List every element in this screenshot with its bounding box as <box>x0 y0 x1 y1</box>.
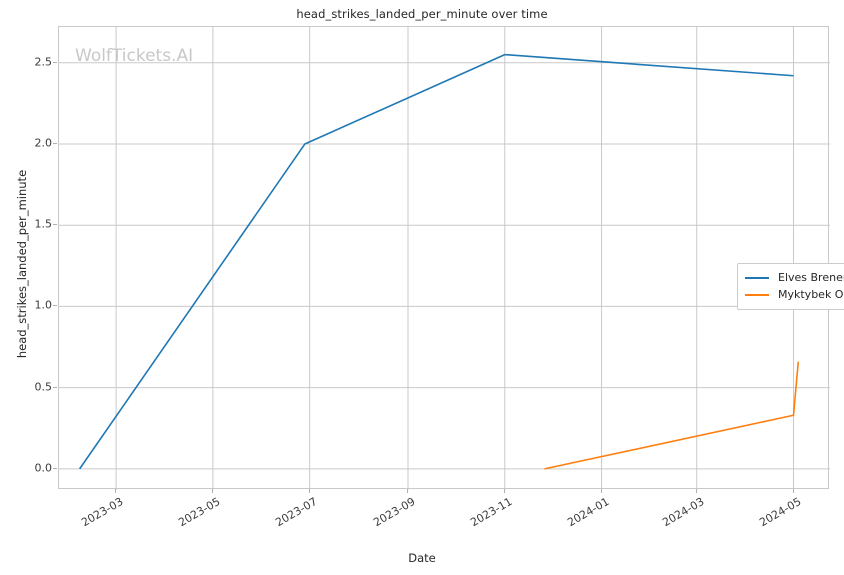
chart-title: head_strikes_landed_per_minute over time <box>296 7 548 21</box>
legend-label: Myktybek Orolbai <box>778 288 844 301</box>
grid-lines <box>59 27 830 490</box>
x-tick-label: 2024-05 <box>756 495 803 530</box>
y-tick-mark <box>53 386 57 388</box>
y-tick-mark <box>53 467 57 469</box>
x-tick-label: 2023-11 <box>467 495 515 530</box>
chart-legend: Elves Brener Myktybek Orolbai <box>737 263 844 310</box>
y-axis-tick-labels: 0.0 0.5 1.0 1.5 2.0 2.5 <box>0 26 53 489</box>
x-tick-mark <box>503 489 505 493</box>
x-tick-label: 2023-07 <box>272 495 320 530</box>
series-line <box>78 53 794 470</box>
x-tick-mark <box>792 489 794 493</box>
x-axis-label: Date <box>408 551 436 565</box>
y-tick-mark <box>53 61 57 63</box>
series-line <box>544 361 800 470</box>
x-tick-mark <box>115 489 117 493</box>
x-tick-mark <box>600 489 602 493</box>
y-tick-label: 0.0 <box>34 461 53 475</box>
x-tick-label: 2023-09 <box>371 495 418 530</box>
y-tick-label: 1.0 <box>34 298 53 312</box>
x-tick-label: 2023-03 <box>79 495 126 530</box>
x-tick-label: 2024-03 <box>659 495 707 530</box>
y-tick-mark <box>53 305 57 307</box>
y-tick-mark <box>53 224 57 226</box>
y-tick-label: 2.5 <box>34 55 53 69</box>
x-tick-mark <box>407 489 408 493</box>
legend-color-swatch <box>745 293 769 296</box>
x-tick-mark <box>211 489 213 493</box>
y-tick-label: 2.0 <box>34 136 53 150</box>
x-tick-mark <box>695 489 697 493</box>
legend-item[interactable]: Elves Brener <box>745 269 844 286</box>
legend-color-swatch <box>745 276 769 279</box>
y-tick-label: 0.5 <box>34 380 53 394</box>
legend-item[interactable]: Myktybek Orolbai <box>745 286 844 303</box>
y-axis-tick-marks <box>53 26 58 489</box>
x-tick-mark <box>308 489 310 493</box>
legend-label: Elves Brener <box>778 271 844 284</box>
x-tick-label: 2023-05 <box>176 495 223 530</box>
x-tick-label: 2024-01 <box>564 495 612 530</box>
y-tick-label: 1.5 <box>34 217 53 231</box>
x-axis-tick-labels: 2023-03 2023-05 2023-07 2023-09 2023-11 2024-… <box>58 489 829 549</box>
data-series-lines <box>78 53 800 470</box>
y-tick-mark <box>53 142 57 144</box>
